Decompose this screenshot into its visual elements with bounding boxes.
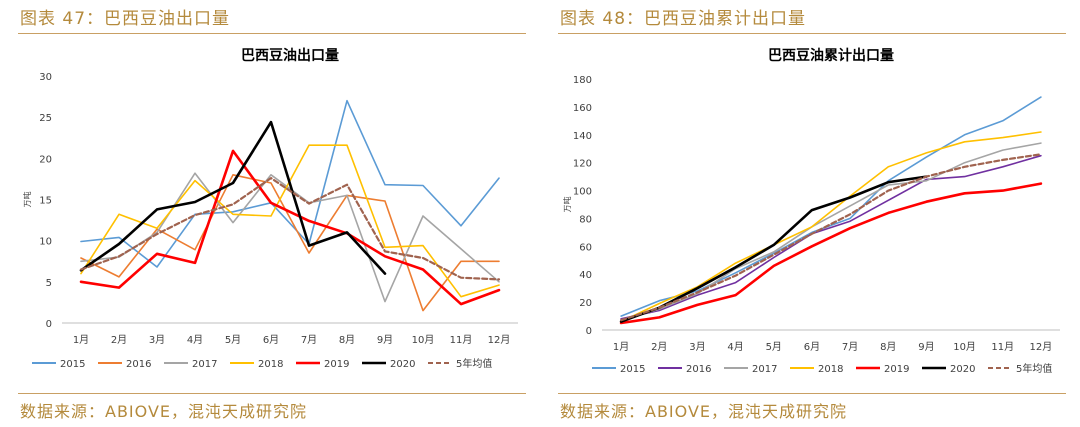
series-line-2019: [79, 149, 501, 306]
x-tick-label: 10月: [412, 334, 435, 346]
legend-label: 5年均值: [456, 357, 492, 370]
x-tick-label: 1月: [73, 334, 89, 346]
source-note: 数据来源：ABIOVE，混沌天成研究院: [20, 402, 308, 421]
legend-item: 2019: [856, 364, 909, 375]
x-tick-label: 7月: [301, 334, 317, 346]
source-note: 数据来源：ABIOVE，混沌天成研究院: [560, 402, 848, 421]
x-tick-label: 8月: [339, 334, 355, 346]
figure-47: 图表 47：巴西豆油出口量 巴西豆油出口量万吨 0 5 10 15 20 25 30 1月 2月 3…: [18, 9, 526, 421]
series-line-2017: [620, 142, 1042, 321]
series-line-2016: [620, 154, 1042, 320]
divider-bottom: [18, 393, 526, 394]
y-tick-label: 10: [39, 237, 52, 248]
y-tick-label: 20: [39, 154, 52, 165]
y-tick-label: 25: [39, 113, 52, 124]
legend-item: 2020: [362, 359, 415, 370]
series-line-2018: [620, 131, 1042, 323]
legend-item: 2018: [230, 359, 283, 370]
y-tick-label: 160: [573, 103, 592, 114]
x-tick-label: 7月: [842, 341, 858, 353]
y-tick-label: 60: [579, 242, 592, 253]
series-line-2019: [619, 182, 1043, 325]
y-tick-label: 30: [39, 72, 52, 83]
legend-item: 5年均值: [428, 357, 492, 370]
figure-48: 图表 48：巴西豆油累计出口量 巴西豆油累计出口量万吨 0 20 40 60 80 100 1…: [540, 0, 1080, 427]
x-tick-label: 1月: [613, 341, 629, 353]
chart-title: 巴西豆油累计出口量: [768, 47, 894, 64]
x-tick-label: 9月: [918, 341, 934, 353]
x-tick-label: 11月: [450, 334, 473, 346]
y-tick-label: 5: [46, 278, 52, 289]
y-tick-label: 20: [579, 298, 592, 309]
legend-label: 2020: [390, 359, 415, 370]
legend-label: 2019: [324, 359, 349, 370]
divider-top: [18, 33, 526, 34]
y-tick-label: 140: [573, 131, 592, 142]
divider-bottom: [558, 393, 1066, 394]
legend-label: 2019: [884, 364, 909, 375]
y-tick-label: 40: [579, 270, 592, 281]
legend-item: 2018: [790, 364, 843, 375]
y-tick-label: 100: [573, 187, 592, 198]
legend-item: 2016: [98, 359, 151, 370]
y-axis-label: 万吨: [562, 197, 572, 213]
x-tick-label: 5月: [766, 341, 782, 353]
x-tick-label: 2月: [111, 334, 127, 346]
x-tick-label: 2月: [651, 341, 667, 353]
legend-item: 2019: [296, 359, 349, 370]
legend-label: 2016: [126, 359, 151, 370]
x-tick-label: 4月: [187, 334, 203, 346]
legend-label: 2018: [818, 364, 843, 375]
series-line-5年均值: [620, 153, 1042, 322]
legend-label: 2016: [686, 364, 711, 375]
y-tick-label: 0: [46, 319, 52, 330]
legend-label: 2017: [752, 364, 777, 375]
figure-title: 图表 47：巴西豆油出口量: [20, 9, 231, 29]
series-line-2015: [80, 99, 500, 268]
legend-item: 2015: [32, 359, 85, 370]
legend-item: 5年均值: [988, 362, 1052, 375]
series-line-2017: [80, 172, 500, 303]
chart-title: 巴西豆油出口量: [241, 47, 339, 64]
series-line-2020: [79, 120, 387, 275]
series-line-2015: [620, 96, 1042, 317]
figure-title: 图表 48：巴西豆油累计出口量: [560, 9, 807, 29]
legend-label: 2020: [950, 364, 975, 375]
x-tick-label: 4月: [727, 341, 743, 353]
x-tick-label: 3月: [689, 341, 705, 353]
legend-item: 2020: [922, 364, 975, 375]
x-tick-label: 8月: [880, 341, 896, 353]
y-tick-label: 120: [573, 159, 592, 170]
x-tick-label: 6月: [804, 341, 820, 353]
x-tick-label: 12月: [1030, 341, 1053, 353]
divider-top: [558, 33, 1066, 34]
legend-label: 5年均值: [1016, 362, 1052, 375]
legend-label: 2018: [258, 359, 283, 370]
legend-item: 2016: [658, 364, 711, 375]
y-tick-label: 15: [39, 196, 52, 207]
x-tick-label: 12月: [488, 334, 511, 346]
y-tick-label: 180: [573, 75, 592, 86]
x-tick-label: 11月: [991, 341, 1014, 353]
x-tick-label: 5月: [225, 334, 241, 346]
legend-label: 2015: [620, 364, 645, 375]
series-line-5年均值: [79, 177, 501, 281]
x-tick-label: 10月: [953, 341, 976, 353]
legend-item: 2017: [164, 359, 217, 370]
series-line-2020: [619, 175, 928, 323]
legend-item: 2015: [592, 364, 645, 375]
legend-label: 2015: [60, 359, 85, 370]
x-tick-label: 3月: [149, 334, 165, 346]
x-tick-label: 9月: [377, 334, 393, 346]
y-axis-label: 万吨: [22, 192, 32, 208]
y-tick-label: 0: [586, 326, 592, 337]
y-tick-label: 80: [579, 214, 592, 225]
legend-item: 2017: [724, 364, 777, 375]
x-tick-label: 6月: [263, 334, 279, 346]
legend-label: 2017: [192, 359, 217, 370]
